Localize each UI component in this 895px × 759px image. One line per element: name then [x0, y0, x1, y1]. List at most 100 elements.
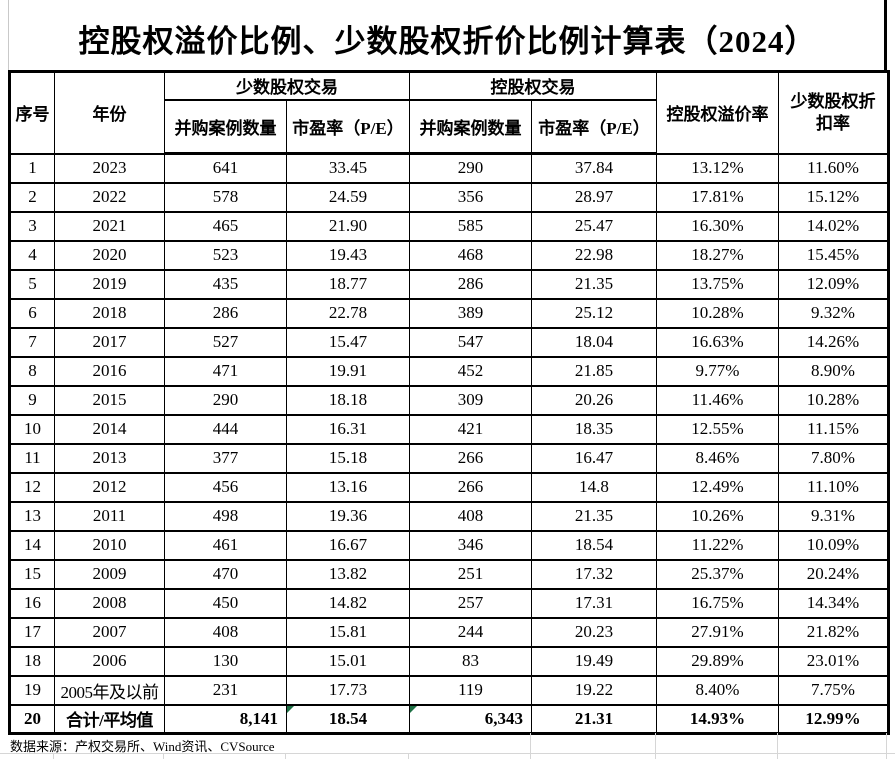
cell-controlling-pe[interactable]: 21.35	[531, 268, 657, 300]
cell-index[interactable]: 7	[9, 326, 55, 358]
cell-controlling-cases[interactable]: 266	[409, 442, 532, 474]
cell-discount[interactable]: 14.26%	[778, 326, 889, 358]
cell-controlling-pe[interactable]: 20.26	[531, 384, 657, 416]
header-premium[interactable]: 控股权溢价率	[656, 70, 779, 155]
cell-index[interactable]: 15	[9, 558, 55, 590]
cell-minority-cases[interactable]: 377	[164, 442, 287, 474]
cell-minority-cases[interactable]: 231	[164, 674, 287, 706]
cell-index[interactable]: 10	[9, 413, 55, 445]
cell-discount[interactable]: 8.90%	[778, 355, 889, 387]
cell-controlling-cases[interactable]: 290	[409, 152, 532, 184]
header-year[interactable]: 年份	[54, 70, 165, 155]
cell-controlling-pe[interactable]: 22.98	[531, 239, 657, 271]
cell-controlling-pe[interactable]: 21.35	[531, 500, 657, 532]
cell-index[interactable]: 11	[9, 442, 55, 474]
cell-minority-pe[interactable]: 22.78	[286, 297, 410, 329]
cell-controlling-pe[interactable]: 17.32	[531, 558, 657, 590]
cell-index[interactable]: 9	[9, 384, 55, 416]
cell-minority-cases[interactable]: 465	[164, 210, 287, 242]
cell-premium[interactable]: 13.75%	[656, 268, 779, 300]
cell-discount[interactable]: 9.31%	[778, 500, 889, 532]
cell-year[interactable]: 2005年及以前	[54, 674, 165, 706]
cell-premium[interactable]: 16.75%	[656, 587, 779, 619]
cell-premium[interactable]: 14.93%	[656, 703, 779, 735]
cell-year[interactable]: 2008	[54, 587, 165, 619]
cell-year[interactable]: 2015	[54, 384, 165, 416]
cell-minority-pe[interactable]: 13.82	[286, 558, 410, 590]
cell-minority-pe[interactable]: 16.31	[286, 413, 410, 445]
cell-controlling-cases[interactable]: 244	[409, 616, 532, 648]
cell-discount[interactable]: 12.09%	[778, 268, 889, 300]
cell-premium[interactable]: 12.49%	[656, 471, 779, 503]
cell-premium[interactable]: 27.91%	[656, 616, 779, 648]
cell-minority-pe[interactable]: 16.67	[286, 529, 410, 561]
cell-controlling-pe[interactable]: 20.23	[531, 616, 657, 648]
cell-year[interactable]: 2012	[54, 471, 165, 503]
cell-controlling-pe[interactable]: 25.12	[531, 297, 657, 329]
cell-year[interactable]: 2014	[54, 413, 165, 445]
cell-premium[interactable]: 18.27%	[656, 239, 779, 271]
cell-discount[interactable]: 7.75%	[778, 674, 889, 706]
header-group-minority[interactable]: 少数股权交易	[164, 70, 410, 101]
cell-controlling-cases[interactable]: 6,343	[409, 703, 532, 735]
cell-premium[interactable]: 16.63%	[656, 326, 779, 358]
cell-premium[interactable]: 8.46%	[656, 442, 779, 474]
cell-controlling-cases[interactable]: 266	[409, 471, 532, 503]
cell-controlling-cases[interactable]: 346	[409, 529, 532, 561]
cell-minority-pe[interactable]: 24.59	[286, 181, 410, 213]
cell-minority-pe[interactable]: 18.18	[286, 384, 410, 416]
cell-discount[interactable]: 10.09%	[778, 529, 889, 561]
cell-controlling-cases[interactable]: 309	[409, 384, 532, 416]
cell-premium[interactable]: 8.40%	[656, 674, 779, 706]
cell-premium[interactable]: 29.89%	[656, 645, 779, 677]
cell-controlling-cases[interactable]: 585	[409, 210, 532, 242]
cell-index[interactable]: 17	[9, 616, 55, 648]
cell-index[interactable]: 20	[9, 703, 55, 735]
cell-controlling-pe[interactable]: 14.8	[531, 471, 657, 503]
cell-controlling-cases[interactable]: 119	[409, 674, 532, 706]
cell-minority-pe[interactable]: 13.16	[286, 471, 410, 503]
cell-year[interactable]: 2010	[54, 529, 165, 561]
cell-year[interactable]: 2011	[54, 500, 165, 532]
cell-discount[interactable]: 11.60%	[778, 152, 889, 184]
cell-minority-cases[interactable]: 578	[164, 181, 287, 213]
cell-index[interactable]: 13	[9, 500, 55, 532]
cell-minority-cases[interactable]: 130	[164, 645, 287, 677]
cell-year[interactable]: 2013	[54, 442, 165, 474]
cell-premium[interactable]: 9.77%	[656, 355, 779, 387]
header-minority-cases[interactable]: 并购案例数量	[164, 98, 287, 155]
cell-controlling-pe[interactable]: 21.85	[531, 355, 657, 387]
cell-controlling-cases[interactable]: 257	[409, 587, 532, 619]
header-controlling-pe[interactable]: 市盈率（P/E）	[531, 98, 657, 155]
cell-minority-cases[interactable]: 527	[164, 326, 287, 358]
header-discount[interactable]: 少数股权折扣率	[778, 70, 889, 155]
cell-discount[interactable]: 10.28%	[778, 384, 889, 416]
header-controlling-cases[interactable]: 并购案例数量	[409, 98, 532, 155]
cell-minority-pe[interactable]: 15.47	[286, 326, 410, 358]
cell-minority-cases[interactable]: 456	[164, 471, 287, 503]
cell-year[interactable]: 2018	[54, 297, 165, 329]
cell-premium[interactable]: 25.37%	[656, 558, 779, 590]
cell-minority-pe[interactable]: 17.73	[286, 674, 410, 706]
cell-controlling-cases[interactable]: 356	[409, 181, 532, 213]
cell-index[interactable]: 4	[9, 239, 55, 271]
cell-index[interactable]: 1	[9, 152, 55, 184]
cell-controlling-pe[interactable]: 18.04	[531, 326, 657, 358]
cell-year[interactable]: 2020	[54, 239, 165, 271]
cell-controlling-pe[interactable]: 28.97	[531, 181, 657, 213]
cell-controlling-cases[interactable]: 421	[409, 413, 532, 445]
cell-minority-pe[interactable]: 33.45	[286, 152, 410, 184]
cell-premium[interactable]: 12.55%	[656, 413, 779, 445]
cell-controlling-cases[interactable]: 547	[409, 326, 532, 358]
cell-controlling-pe[interactable]: 37.84	[531, 152, 657, 184]
cell-discount[interactable]: 21.82%	[778, 616, 889, 648]
cell-minority-cases[interactable]: 641	[164, 152, 287, 184]
cell-premium[interactable]: 13.12%	[656, 152, 779, 184]
cell-year[interactable]: 合计/平均值	[54, 703, 165, 735]
cell-discount[interactable]: 15.12%	[778, 181, 889, 213]
cell-year[interactable]: 2022	[54, 181, 165, 213]
cell-year[interactable]: 2021	[54, 210, 165, 242]
cell-minority-cases[interactable]: 450	[164, 587, 287, 619]
cell-discount[interactable]: 7.80%	[778, 442, 889, 474]
cell-premium[interactable]: 16.30%	[656, 210, 779, 242]
